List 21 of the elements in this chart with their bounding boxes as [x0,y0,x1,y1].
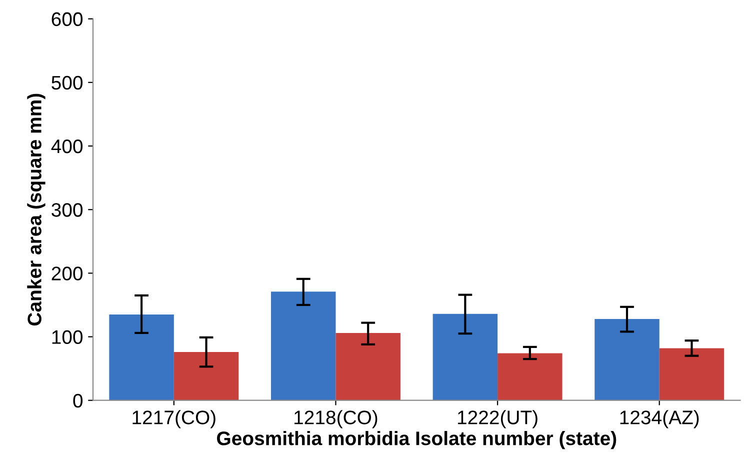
y-tick-label: 600 [52,12,83,26]
bar [271,292,336,400]
x-axis-title: Geosmithia morbidia Isolate number (state) [217,430,616,450]
x-tick-label: 1218(CO) [294,410,378,428]
bar [174,352,239,400]
bar [432,314,498,400]
x-tick-label: 1222(UT) [458,410,538,428]
bar [659,348,724,400]
y-tick-label: 100 [52,330,83,344]
bar [336,332,400,400]
y-tick-label: 400 [51,139,83,154]
bar [109,314,174,400]
bar [594,318,660,400]
y-tick-label: 0 [73,394,83,408]
y-tick-label: 200 [52,266,83,280]
x-tick-label: 1234(AZ) [620,410,699,428]
bar [498,353,562,400]
x-tick-label: 1217(CO) [132,410,216,428]
y-tick-label: 300 [52,203,83,217]
y-tick-label: 500 [52,76,83,90]
y-axis-title: Canker area (square mm) [27,94,46,326]
